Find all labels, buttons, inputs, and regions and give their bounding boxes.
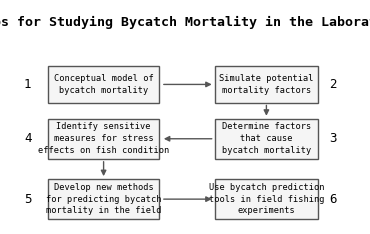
FancyBboxPatch shape [48, 66, 159, 102]
Text: Identify sensitive
measures for stress
effects on fish condition: Identify sensitive measures for stress e… [38, 122, 169, 155]
FancyBboxPatch shape [48, 179, 159, 219]
Text: 6: 6 [329, 193, 337, 206]
Text: Simulate potential
mortality factors: Simulate potential mortality factors [219, 74, 314, 95]
Text: 3: 3 [329, 132, 337, 145]
Text: 1: 1 [24, 78, 31, 91]
Text: 4: 4 [24, 132, 31, 145]
Text: Develop new methods
for predicting bycatch
mortality in the field: Develop new methods for predicting bycat… [46, 183, 161, 216]
FancyBboxPatch shape [48, 119, 159, 159]
FancyBboxPatch shape [215, 179, 318, 219]
FancyBboxPatch shape [215, 119, 318, 159]
Text: Steps for Studying Bycatch Mortality in the Laboratory: Steps for Studying Bycatch Mortality in … [0, 16, 370, 29]
FancyBboxPatch shape [215, 66, 318, 102]
Text: 2: 2 [329, 78, 337, 91]
Text: Conceptual model of
bycatch mortality: Conceptual model of bycatch mortality [54, 74, 154, 95]
Text: Determine factors
that cause
bycatch mortality: Determine factors that cause bycatch mor… [222, 122, 311, 155]
Text: Use bycatch prediction
tools in field fishing
experiments: Use bycatch prediction tools in field fi… [209, 183, 324, 216]
Text: 5: 5 [24, 193, 31, 206]
